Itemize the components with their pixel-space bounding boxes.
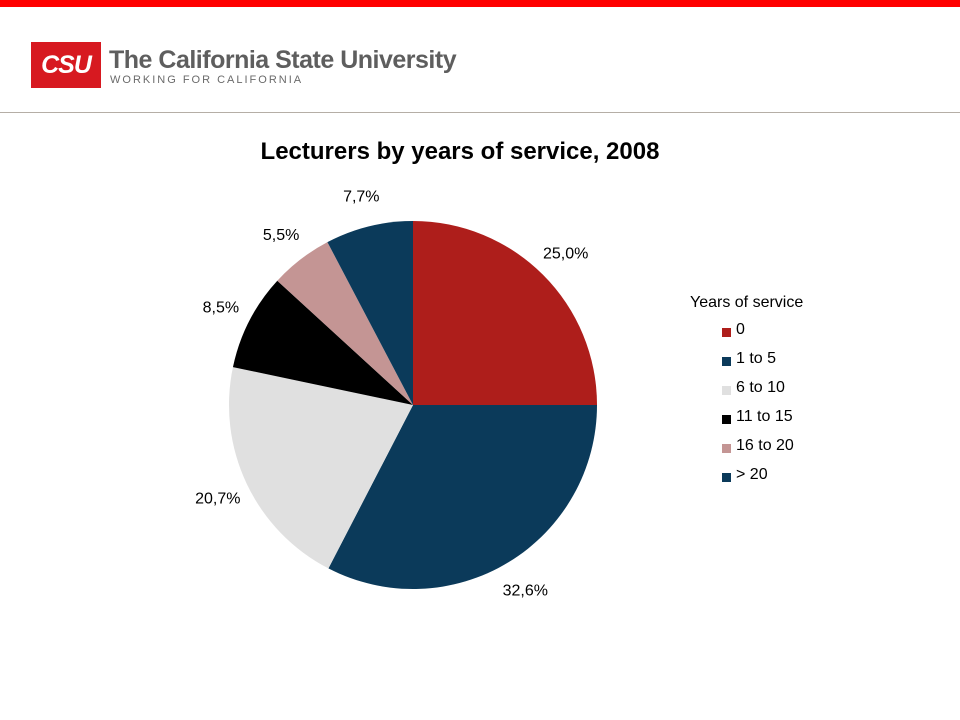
- data-label-1: 32,6%: [503, 583, 548, 600]
- pie-slice-4: [277, 242, 413, 405]
- data-label-2: 20,7%: [195, 491, 240, 508]
- legend-item-1: 1 to 5: [690, 348, 816, 377]
- legend-label: > 20: [736, 466, 768, 483]
- pie-slice-3: [232, 280, 413, 405]
- legend-item-3: 11 to 15: [690, 406, 816, 435]
- legend-title: Years of service: [690, 294, 804, 311]
- legend-label: 6 to 10: [736, 379, 785, 396]
- chart-legend: Years of service 0 1 to 5 6 to 10 11 to 15 1…: [690, 293, 816, 493]
- legend-swatch: [722, 473, 731, 482]
- top-accent-bar: [0, 0, 960, 7]
- logo-abbrev: CSU: [31, 42, 101, 88]
- legend-item-5: > 20: [690, 464, 816, 493]
- legend-swatch: [722, 415, 731, 424]
- pie-slice-2: [228, 367, 413, 569]
- data-label-5: 7,7%: [343, 188, 379, 205]
- legend-swatch: [722, 357, 731, 366]
- pie-slice-0: [413, 221, 597, 405]
- legend-swatch: [722, 328, 731, 337]
- data-label-3: 8,5%: [203, 299, 239, 316]
- legend-item-4: 16 to 20: [690, 435, 816, 464]
- data-label-4: 5,5%: [263, 227, 299, 244]
- logo-name: The California State University: [109, 46, 457, 74]
- logo-tagline: WORKING FOR CALIFORNIA: [110, 74, 304, 86]
- header-divider: [0, 112, 960, 113]
- legend-item-0: 0: [690, 319, 816, 348]
- legend-label: 16 to 20: [736, 437, 794, 454]
- legend-label: 1 to 5: [736, 350, 777, 367]
- legend-swatch: [722, 386, 731, 395]
- pie-slice-1: [328, 405, 597, 590]
- legend-item-2: 6 to 10: [690, 377, 816, 406]
- pie-slice-5: [327, 221, 413, 405]
- chart-title: Lecturers by years of service, 2008: [260, 138, 660, 165]
- data-label-0: 25,0%: [543, 245, 588, 262]
- legend-swatch: [722, 444, 731, 453]
- legend-label: 11 to 15: [736, 408, 793, 425]
- legend-label: 0: [736, 321, 745, 338]
